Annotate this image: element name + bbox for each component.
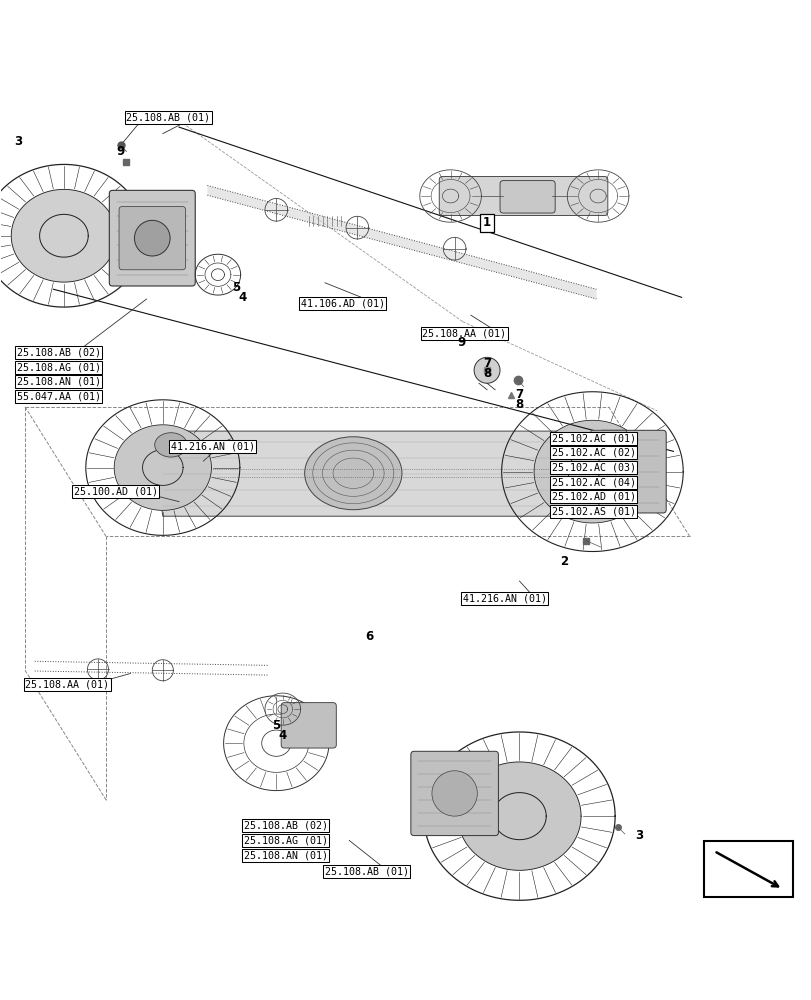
Ellipse shape <box>155 433 187 457</box>
Text: 25.108.AA (01): 25.108.AA (01) <box>25 680 109 690</box>
FancyBboxPatch shape <box>109 190 195 286</box>
Text: 25.102.AC (03): 25.102.AC (03) <box>551 463 635 473</box>
FancyBboxPatch shape <box>281 703 336 748</box>
FancyBboxPatch shape <box>410 751 498 836</box>
Text: 25.100.AD (01): 25.100.AD (01) <box>74 487 157 497</box>
Text: 25.102.AC (02): 25.102.AC (02) <box>551 448 635 458</box>
Text: 25.102.AD (01): 25.102.AD (01) <box>551 492 635 502</box>
Text: 41.106.AD (01): 41.106.AD (01) <box>300 299 384 309</box>
Circle shape <box>474 357 500 383</box>
Text: 55.047.AA (01): 55.047.AA (01) <box>17 391 101 401</box>
Polygon shape <box>207 185 596 299</box>
Text: 6: 6 <box>365 630 373 643</box>
Text: 25.108.AG (01): 25.108.AG (01) <box>17 362 101 372</box>
Text: 25.108.AN (01): 25.108.AN (01) <box>243 850 328 860</box>
Text: 7: 7 <box>515 388 523 401</box>
Text: 25.108.AB (02): 25.108.AB (02) <box>243 821 328 831</box>
Text: 7: 7 <box>483 357 491 370</box>
Ellipse shape <box>534 420 650 523</box>
Text: 4: 4 <box>278 729 286 742</box>
Text: 25.102.AS (01): 25.102.AS (01) <box>551 506 635 516</box>
Ellipse shape <box>457 762 581 870</box>
Text: 8: 8 <box>515 398 523 411</box>
Ellipse shape <box>304 437 401 510</box>
Text: 25.108.AB (01): 25.108.AB (01) <box>127 112 210 122</box>
Text: 8: 8 <box>483 367 491 380</box>
Text: 3: 3 <box>15 135 23 148</box>
Polygon shape <box>151 431 600 516</box>
Text: 25.108.AG (01): 25.108.AG (01) <box>243 835 328 845</box>
Circle shape <box>431 771 477 816</box>
FancyBboxPatch shape <box>439 177 607 215</box>
Text: 25.108.AA (01): 25.108.AA (01) <box>422 328 505 338</box>
FancyBboxPatch shape <box>590 430 626 451</box>
Text: 9: 9 <box>117 145 125 158</box>
Text: 5: 5 <box>272 719 280 732</box>
Text: 25.102.AC (01): 25.102.AC (01) <box>551 433 635 443</box>
FancyBboxPatch shape <box>703 841 792 897</box>
Ellipse shape <box>11 189 117 282</box>
Ellipse shape <box>114 425 211 510</box>
Text: 3: 3 <box>635 829 643 842</box>
Text: 4: 4 <box>238 291 246 304</box>
FancyBboxPatch shape <box>119 207 185 270</box>
Text: 2: 2 <box>560 555 568 568</box>
Circle shape <box>135 220 169 256</box>
Text: 41.216.AN (01): 41.216.AN (01) <box>170 441 255 451</box>
Text: 1: 1 <box>483 216 491 229</box>
FancyBboxPatch shape <box>599 430 665 513</box>
Text: 25.108.AB (01): 25.108.AB (01) <box>324 866 409 876</box>
FancyBboxPatch shape <box>500 181 555 213</box>
Text: 25.108.AB (02): 25.108.AB (02) <box>17 347 101 357</box>
Text: 41.216.AN (01): 41.216.AN (01) <box>462 594 546 604</box>
Text: 25.102.AC (04): 25.102.AC (04) <box>551 477 635 487</box>
Text: 5: 5 <box>231 281 239 294</box>
Text: 25.108.AN (01): 25.108.AN (01) <box>17 377 101 387</box>
Text: 9: 9 <box>457 336 465 349</box>
